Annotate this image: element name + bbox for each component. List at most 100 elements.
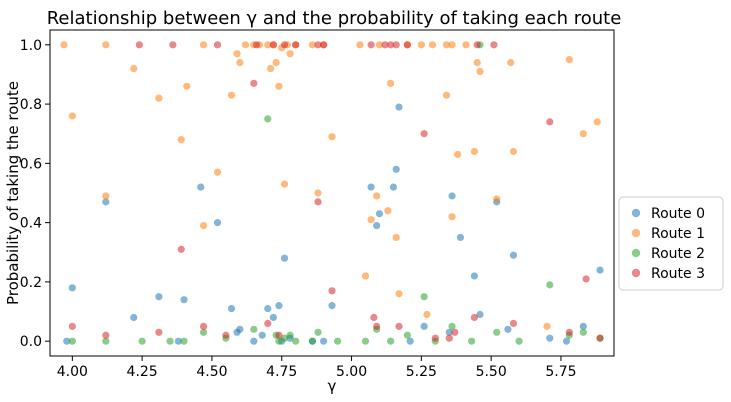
route-2-point xyxy=(403,331,411,339)
route-3-point xyxy=(135,41,143,49)
route-0-point xyxy=(328,302,336,310)
route-0-point xyxy=(420,322,428,330)
legend-marker-route-1 xyxy=(631,228,641,238)
route-3-point xyxy=(420,130,428,138)
route-0-point xyxy=(155,293,163,301)
route-1-point xyxy=(384,207,392,215)
x-tick-label: 5.50 xyxy=(476,364,507,380)
route-0-point xyxy=(68,284,76,292)
x-axis-label: γ xyxy=(328,377,337,395)
y-tick-label: 1.0 xyxy=(20,38,42,54)
x-tick-label: 5.25 xyxy=(406,364,437,380)
route-3-point xyxy=(320,41,328,49)
route-0-point xyxy=(395,103,403,111)
y-tick-label: 0.8 xyxy=(20,97,42,113)
route-1-point xyxy=(280,180,289,188)
route-0-point xyxy=(546,334,554,342)
route-0-point xyxy=(269,313,277,322)
route-0-point xyxy=(258,331,266,339)
route-3-point xyxy=(155,328,163,336)
route-3-point xyxy=(280,41,289,49)
route-1-point xyxy=(392,233,400,242)
route-0-point xyxy=(445,328,453,336)
route-1-point xyxy=(476,67,484,76)
route-2-point xyxy=(361,337,370,345)
chart-title: Relationship between γ and the probabili… xyxy=(47,8,622,29)
route-2-point xyxy=(68,337,76,345)
route-2-point xyxy=(387,337,395,345)
route-3-point xyxy=(177,245,185,253)
route-1-point xyxy=(308,41,317,49)
route-3-point xyxy=(451,328,459,336)
route-1-point xyxy=(417,41,425,49)
route-3-point xyxy=(387,41,395,49)
route-2-point xyxy=(515,337,523,345)
route-3-point xyxy=(490,41,498,49)
route-0-point xyxy=(264,304,272,313)
route-3-point xyxy=(102,331,110,339)
route-0-point xyxy=(180,296,188,304)
route-2-point xyxy=(420,293,428,301)
route-2-point xyxy=(250,325,258,333)
route-0-point xyxy=(504,325,512,333)
legend-box xyxy=(618,196,724,291)
route-1-point xyxy=(155,94,163,102)
route-3-point xyxy=(392,41,400,49)
route-1-point xyxy=(361,272,370,280)
x-tick-label: 4.25 xyxy=(127,364,158,380)
route-0-point xyxy=(456,233,465,242)
route-3-point xyxy=(546,118,554,126)
route-2-point xyxy=(180,337,188,345)
route-0-point xyxy=(275,302,283,310)
route-3-point xyxy=(68,322,76,330)
route-3-point xyxy=(395,322,403,330)
legend-marker-route-2 xyxy=(631,248,641,258)
route-1-point xyxy=(213,168,222,176)
route-0-point xyxy=(375,210,384,218)
route-0-point xyxy=(392,165,400,173)
route-1-point xyxy=(442,41,451,49)
route-1-point xyxy=(543,322,551,330)
route-2-point xyxy=(546,281,554,289)
route-0-point xyxy=(367,183,375,191)
route-0-point xyxy=(280,254,289,262)
route-1-point xyxy=(428,41,437,49)
route-0-point xyxy=(63,337,71,345)
route-3-point xyxy=(367,41,375,49)
route-0-point xyxy=(562,337,571,345)
legend-label-route-2: Route 2 xyxy=(651,246,705,262)
route-0-point xyxy=(406,337,414,345)
route-1-point xyxy=(328,133,336,141)
route-3-point xyxy=(222,331,230,339)
route-1-point xyxy=(272,59,280,67)
route-1-point xyxy=(264,41,272,49)
route-2-point xyxy=(292,337,300,345)
route-1-point xyxy=(442,91,451,99)
route-1-point xyxy=(241,41,250,49)
route-2-point xyxy=(333,337,342,345)
route-1-point xyxy=(227,91,236,99)
y-axis-ticks: 0.0 0.2 0.4 0.6 0.8 1.0 xyxy=(20,38,50,350)
route-1-point xyxy=(423,310,431,319)
route-0-point xyxy=(476,310,484,319)
route-1-point xyxy=(395,290,403,298)
route-1-point xyxy=(509,147,518,156)
route-1-point xyxy=(266,64,275,73)
route-0-point xyxy=(130,313,138,322)
route-2-point xyxy=(264,115,272,123)
x-axis-ticks: 4.00 4.25 4.50 4.75 5.00 5.25 5.50 5.75 xyxy=(57,356,577,380)
route-1-point xyxy=(565,56,573,64)
route-2-point xyxy=(314,328,322,336)
route-1-point xyxy=(448,41,456,49)
route-0-point xyxy=(250,337,258,345)
route-3-point xyxy=(199,322,208,330)
route-1-point xyxy=(60,41,68,49)
route-3-point xyxy=(509,319,518,327)
y-tick-label: 0.2 xyxy=(20,275,42,291)
route-3-point xyxy=(582,275,590,283)
route-3-point xyxy=(473,41,481,49)
route-2-point xyxy=(448,322,456,330)
legend-items: Route 0 Route 1 Route 2 Route 3 xyxy=(631,206,705,282)
route-3-point xyxy=(213,41,222,49)
